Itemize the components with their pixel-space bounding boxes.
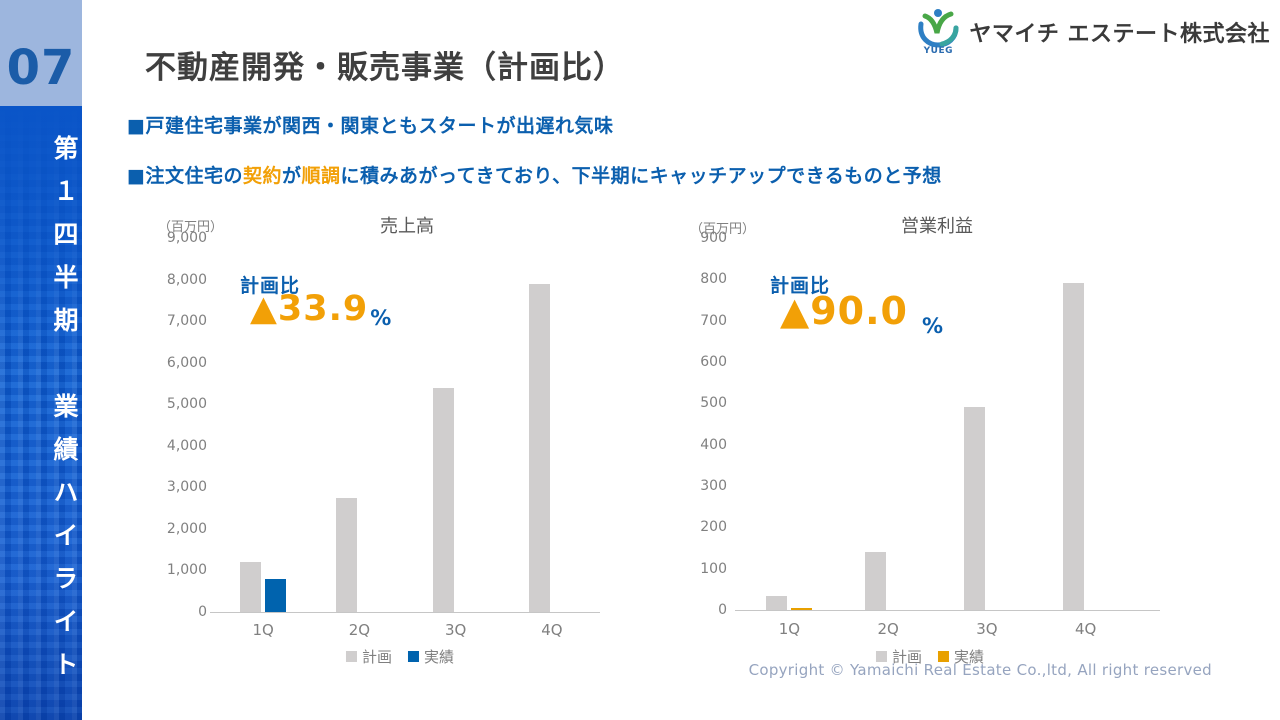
bullet-emphasis-text: 契約 [242,165,282,187]
page-number-box: 07 [0,0,82,106]
y-tick-label: 900 [700,230,727,246]
chart-title: 営業利益 [901,216,973,237]
bullet-text: が [281,165,302,187]
y-tick-label: 1,000 [166,562,207,579]
sidebar-photo-fade [0,106,82,366]
plan-ratio-number: ▲90.0 [780,289,908,333]
y-tick-label: 3,000 [166,479,207,496]
company-logo-icon: YUEG [915,8,961,56]
legend-label: 実績 [424,648,455,666]
company-name: ヤマイチ エステート株式会社 [969,22,1270,47]
x-category-label: 2Q [877,620,899,638]
bar-計画-4Q [1062,283,1084,610]
y-tick-label: 300 [700,478,727,494]
company-logo: YUEG ヤマイチ エステート株式会社 [915,8,1270,56]
plan-ratio-label: 計画比 [770,275,831,297]
chart-legend: 計画 実績 [345,646,454,667]
y-tick-label: 0 [718,602,727,618]
logo-mark-icon [918,9,959,48]
sidebar-vertical-title: 第１四半期 業績ハイライト [50,134,79,694]
y-tick-label: 5,000 [166,396,207,413]
bar-実績-1Q [791,608,813,610]
legend-item-計画: 計画 [345,646,392,667]
bullet-marker: ■ [127,165,146,187]
bar-計画-4Q [528,283,550,612]
bar-計画-1Q [766,595,788,610]
legend-swatch [345,651,357,662]
legend-swatch [408,651,419,662]
bullet-text: に積みあがってきており、下半期にキャッチアップできるものと予想 [340,165,942,187]
bar-計画-3Q [963,407,985,610]
y-tick-label: 7,000 [166,313,207,330]
y-tick-label: 9,000 [166,230,207,246]
x-category-label: 1Q [778,620,801,638]
bullet-text: 注文住宅の [145,165,243,187]
plan-ratio-number: ▲33.9 [250,289,369,329]
legend-item-実績: 実績 [408,646,454,667]
x-category-label: 4Q [541,621,563,639]
y-tick-label: 400 [700,436,727,453]
bar-実績-1Q [265,579,287,612]
bar-計画-2Q [865,552,887,610]
sidebar [0,0,82,720]
legend-swatch [938,651,949,662]
bullet-line-2: ■注文住宅の契約が順調に積みあがってきており、下半期にキャッチアップできるものと… [127,161,942,188]
legend-label: 計画 [361,648,392,666]
bullet-text: 戸建住宅事業が関西・関東ともスタートが出遅れ気味 [145,115,614,137]
bar-計画-3Q [432,387,454,612]
legend-item-実績: 実績 [938,646,984,667]
y-tick-label: 6,000 [166,354,207,371]
bar-計画-2Q [336,497,358,612]
page-title: 不動産開発・販売事業（計画比） [145,50,625,86]
y-tick-label: 200 [700,519,727,536]
plan-ratio-value: ▲33.9% [250,289,392,330]
plan-ratio-percent-sign: % [921,313,944,338]
y-tick-label: 700 [700,312,727,329]
bullet-line-1: ■戸建住宅事業が関西・関東ともスタートが出遅れ気味 [127,111,613,138]
x-axis-line [210,612,600,613]
y-tick-label: 8,000 [166,271,207,288]
chart-unit-label: （百万円） [690,222,756,237]
y-tick-label: 2,000 [166,520,207,537]
copyright-text: Copyright © Yamaichi Real Estate Co.,ltd… [748,661,1212,679]
x-axis-line [735,610,1160,611]
bullet-emphasis-text: 順調 [301,165,341,187]
x-category-label: 1Q [252,621,274,639]
y-tick-label: 500 [700,395,727,412]
x-category-label: 3Q [976,620,998,638]
legend-swatch [875,651,887,662]
legend-label: 計画 [891,648,922,666]
y-tick-label: 4,000 [166,437,207,454]
plan-ratio-percent-sign: % [370,305,392,330]
bar-計画-1Q [240,562,262,612]
bullet-marker: ■ [127,115,146,137]
plan-ratio-label: 計画比 [240,275,301,297]
y-tick-label: 0 [198,604,207,620]
logo-text: YUEG [923,46,954,56]
y-tick-label: 600 [700,354,727,370]
chart-legend: 計画 実績 [875,646,984,667]
plan-ratio-value: ▲90.0% [780,289,943,338]
y-tick-label: 800 [700,271,727,288]
x-category-label: 3Q [444,621,467,639]
y-tick-label: 100 [700,560,727,577]
page-number: 07 [6,40,76,96]
legend-label: 実績 [954,648,985,666]
chart-title: 売上高 [380,216,434,237]
x-category-label: 2Q [348,621,371,639]
legend-item-計画: 計画 [875,646,922,667]
x-category-label: 4Q [1074,620,1097,638]
chart-unit-label: （百万円） [158,220,224,235]
